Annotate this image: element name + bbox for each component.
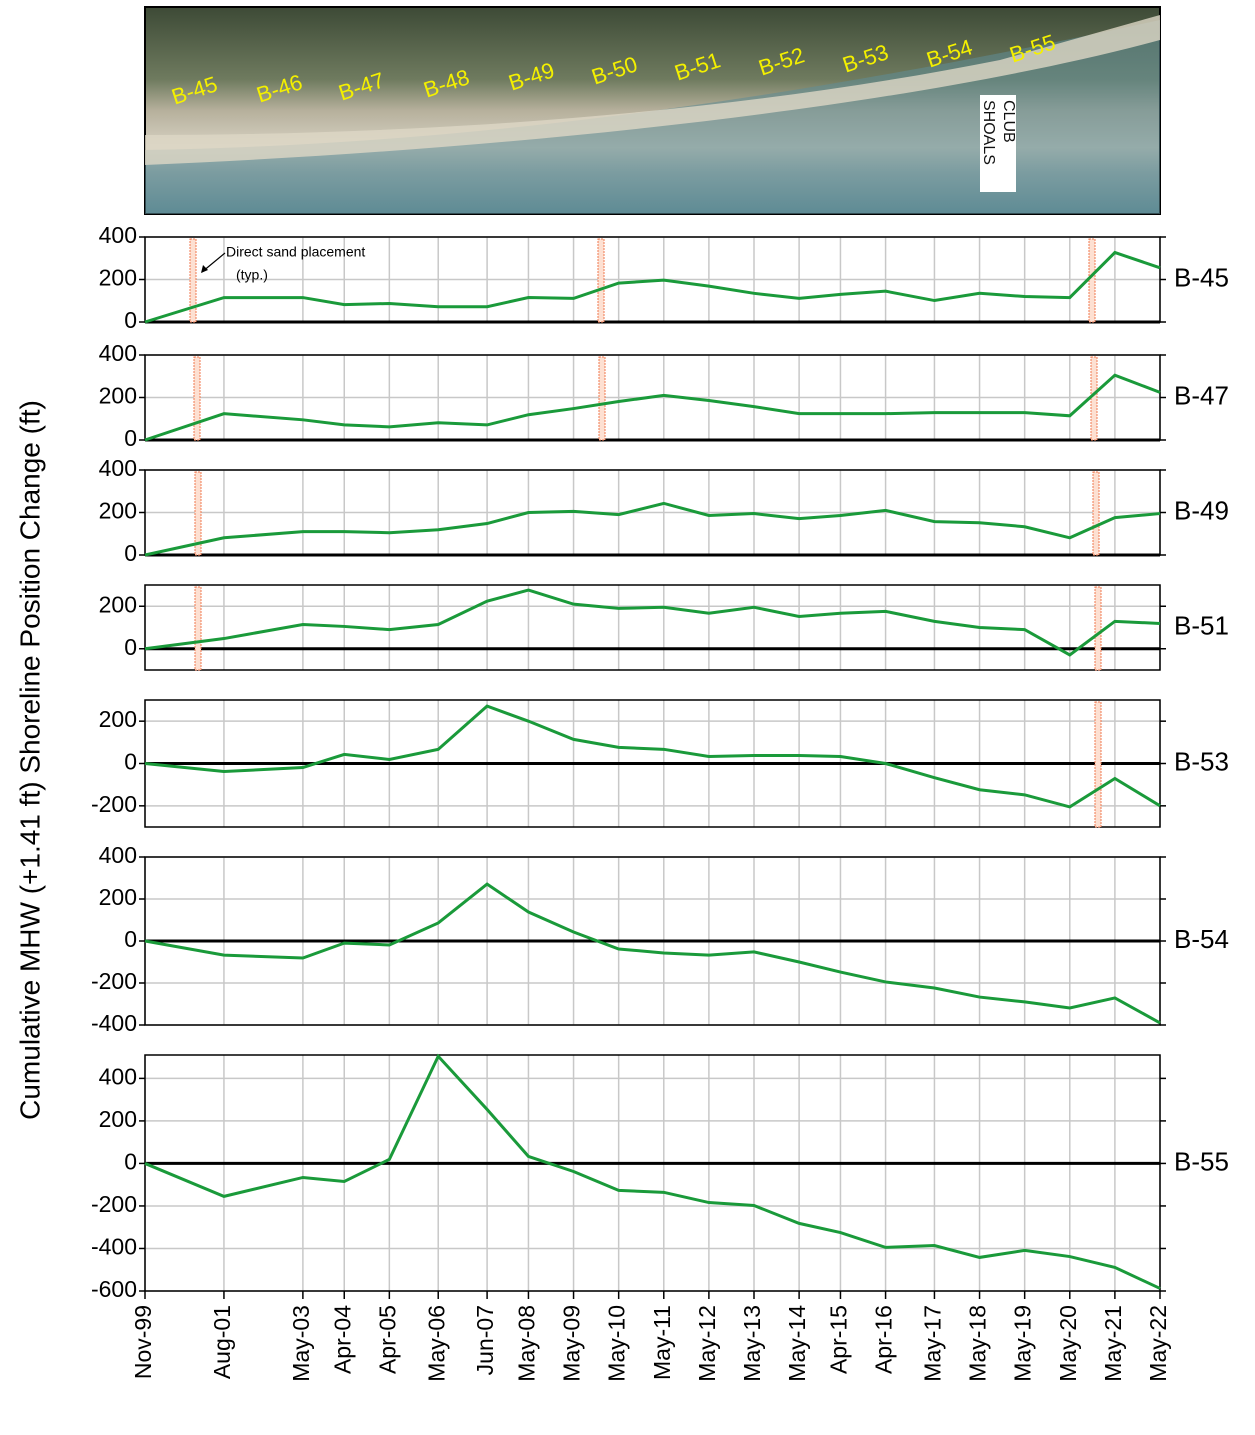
y-tick-label: 200 bbox=[99, 265, 137, 291]
x-tick-label: Nov-99 bbox=[130, 1305, 156, 1379]
sand-placement bbox=[598, 239, 604, 322]
sand-placement bbox=[599, 357, 605, 440]
sand-placement bbox=[190, 239, 196, 322]
sand-placement bbox=[1095, 587, 1101, 670]
x-tick-label: May-18 bbox=[965, 1305, 991, 1382]
y-tick-label: -200 bbox=[91, 1191, 137, 1217]
y-tick-label: 400 bbox=[99, 842, 137, 868]
x-tick-label: May-17 bbox=[920, 1305, 946, 1382]
annotation: (typ.) bbox=[236, 267, 268, 283]
annotation-arrowhead bbox=[201, 265, 208, 273]
y-tick-label: 0 bbox=[124, 634, 137, 660]
panel-name: B-49 bbox=[1174, 495, 1229, 525]
sand-placement bbox=[1095, 702, 1101, 827]
x-tick-label: Apr-05 bbox=[374, 1305, 400, 1374]
x-tick-label: May-13 bbox=[739, 1305, 765, 1382]
y-tick-label: 0 bbox=[124, 307, 137, 333]
y-tick-label: 0 bbox=[124, 540, 137, 566]
panel-name: B-55 bbox=[1174, 1146, 1229, 1176]
y-tick-label: -400 bbox=[91, 1010, 137, 1036]
y-tick-label: 0 bbox=[124, 1149, 137, 1175]
x-tick-label: May-10 bbox=[604, 1305, 630, 1382]
series-line bbox=[145, 503, 1160, 555]
plot-frame bbox=[145, 1055, 1160, 1291]
y-tick-label: 0 bbox=[124, 749, 137, 775]
y-tick-label: 400 bbox=[99, 1063, 137, 1089]
club-label: CLUB bbox=[1000, 100, 1017, 143]
x-tick-label: May-09 bbox=[559, 1305, 585, 1382]
y-tick-label: 200 bbox=[99, 706, 137, 732]
club-label: SHOALS bbox=[980, 100, 997, 165]
y-axis-title: Cumulative MHW (+1.41 ft) Shoreline Posi… bbox=[14, 400, 45, 1120]
sand-placement bbox=[194, 357, 200, 440]
y-tick-label: 400 bbox=[99, 340, 137, 366]
series-line bbox=[145, 1056, 1160, 1288]
annotation: Direct sand placement bbox=[226, 244, 365, 260]
x-tick-label: Apr-04 bbox=[329, 1305, 355, 1374]
sand-placement bbox=[195, 587, 201, 670]
x-tick-label: May-06 bbox=[423, 1305, 449, 1382]
panel-name: B-53 bbox=[1174, 746, 1229, 776]
x-tick-label: May-11 bbox=[649, 1305, 675, 1380]
y-tick-label: -200 bbox=[91, 968, 137, 994]
x-tick-label: May-03 bbox=[288, 1305, 314, 1382]
y-tick-label: 0 bbox=[124, 425, 137, 451]
x-tick-label: May-22 bbox=[1145, 1305, 1171, 1382]
x-tick-label: May-14 bbox=[784, 1305, 810, 1382]
y-tick-label: 200 bbox=[99, 1106, 137, 1132]
panel-name: B-51 bbox=[1174, 610, 1229, 640]
y-tick-label: 200 bbox=[99, 383, 137, 409]
y-tick-label: -400 bbox=[91, 1234, 137, 1260]
panel-name: B-47 bbox=[1174, 380, 1229, 410]
y-tick-label: 200 bbox=[99, 498, 137, 524]
series-line bbox=[145, 884, 1160, 1023]
y-tick-label: -200 bbox=[91, 791, 137, 817]
chart: Cumulative MHW (+1.41 ft) Shoreline Posi… bbox=[0, 0, 1255, 1430]
x-tick-label: May-21 bbox=[1100, 1305, 1126, 1382]
x-tick-label: Aug-01 bbox=[209, 1305, 235, 1379]
x-tick-label: May-19 bbox=[1010, 1305, 1036, 1382]
sand-placement bbox=[1089, 239, 1095, 322]
x-tick-label: May-20 bbox=[1055, 1305, 1081, 1382]
x-tick-label: May-08 bbox=[514, 1305, 540, 1382]
x-tick-label: Apr-16 bbox=[871, 1305, 897, 1374]
panel-name: B-45 bbox=[1174, 262, 1229, 292]
sand-placement bbox=[1091, 357, 1097, 440]
y-tick-label: 400 bbox=[99, 222, 137, 248]
y-tick-label: 200 bbox=[99, 884, 137, 910]
series-line bbox=[145, 253, 1160, 322]
series-line bbox=[145, 590, 1160, 655]
y-tick-label: 200 bbox=[99, 591, 137, 617]
y-tick-label: -600 bbox=[91, 1276, 137, 1302]
panel-name: B-54 bbox=[1174, 924, 1229, 954]
y-tick-label: 0 bbox=[124, 926, 137, 952]
sand-placement bbox=[1093, 472, 1099, 555]
series-line bbox=[145, 375, 1160, 440]
x-tick-label: Jun-07 bbox=[472, 1305, 498, 1375]
x-tick-label: Apr-15 bbox=[826, 1305, 852, 1374]
x-tick-label: May-12 bbox=[694, 1305, 720, 1382]
y-tick-label: 400 bbox=[99, 455, 137, 481]
